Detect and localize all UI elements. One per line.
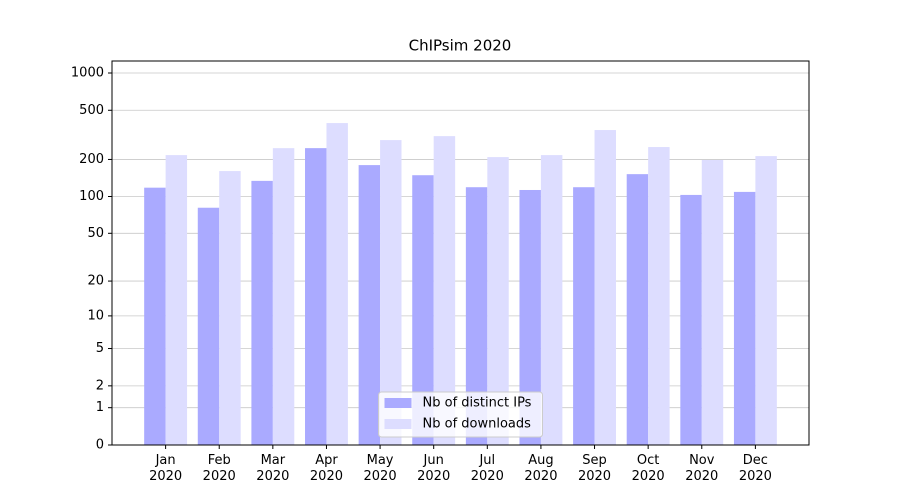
y-tick-label: 500 [79,103,104,118]
y-tick-label: 20 [87,274,104,289]
bar [380,140,402,446]
bar [519,189,541,445]
bar [412,175,434,445]
x-tick-label: Apr 2020 [309,453,343,484]
legend-swatch [384,419,412,429]
legend-frame [378,391,543,438]
x-tick-label: Feb 2020 [202,453,236,484]
bar [433,136,456,446]
bar [680,194,702,445]
x-tick-label: Dec 2020 [738,453,772,484]
bar [573,187,595,445]
bar [626,174,649,446]
bar [358,165,381,445]
bar [594,130,616,445]
bar [755,156,777,445]
x-tick-label: Jun 2020 [417,453,451,484]
chart-title: ChIPsim 2020 [409,37,512,55]
legend-swatch [384,398,412,408]
y-tick-label: 1 [96,400,104,415]
x-tick-label: Oct 2020 [631,453,665,484]
x-tick-label: Mar 2020 [256,453,290,484]
bar [540,155,563,445]
bar [326,123,348,446]
bar [272,148,295,445]
bar [701,159,724,445]
bar [144,187,166,446]
bar [165,155,188,445]
y-tick-label: 1000 [71,66,104,81]
x-tick-label: Nov 2020 [685,453,719,484]
x-tick-label: May 2020 [363,453,397,484]
y-tick-label: 100 [79,189,104,204]
y-tick-label: 2 [96,378,104,393]
y-tick-label: 10 [87,308,104,323]
bar [648,147,670,445]
y-tick-label: 50 [87,226,104,241]
bar [251,180,273,445]
x-tick-label: Aug 2020 [524,453,558,484]
legend-label: Nb of distinct IPs [423,396,532,411]
bar [487,157,509,445]
bar [465,187,488,445]
legend: Nb of distinct IPs Nb of downloads [378,391,543,438]
y-tick-label: 5 [96,341,104,356]
x-tick-label: Sep 2020 [577,453,612,484]
bar [219,171,241,446]
bar [733,191,756,445]
y-tick-label: 200 [79,152,104,167]
y-tick-label: 0 [96,438,104,453]
x-tick-label: Jul 2020 [470,453,504,484]
bar [305,148,327,445]
bar [197,207,220,445]
x-tick-label: Jan 2020 [149,453,183,484]
legend-label: Nb of downloads [423,417,532,432]
plot-frame [111,60,810,446]
